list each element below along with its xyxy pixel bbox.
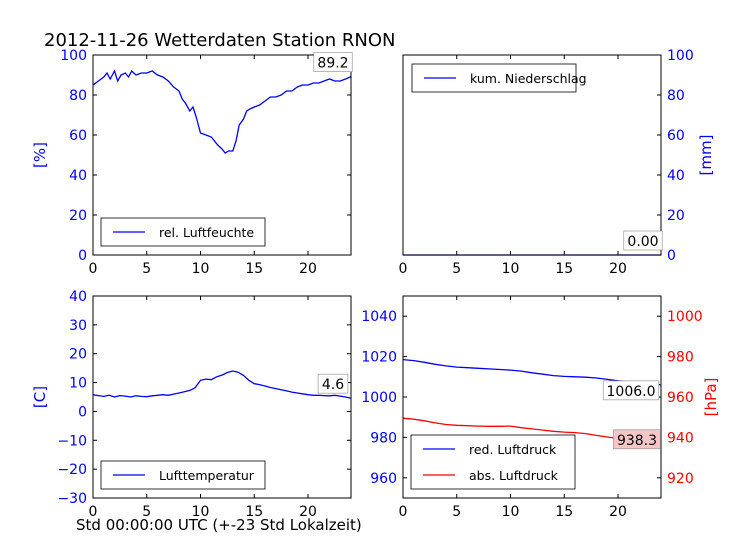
y-tick-label: −30	[57, 491, 87, 507]
y-tick-label: 40	[69, 168, 87, 184]
plot-frame	[92, 295, 352, 499]
value-label: 4.6	[322, 377, 344, 393]
x-tick-label: 0	[89, 261, 98, 277]
x-tick-label: 0	[399, 504, 408, 520]
legend-label: rel. Luftfeuchte	[159, 225, 254, 240]
y-tick-label: 1020	[361, 350, 397, 366]
legend-label: abs. Luftdruck	[469, 468, 559, 483]
y-tick-label: 10	[69, 376, 87, 392]
value-label-box	[623, 230, 663, 251]
y-tick-label: 1040	[361, 309, 397, 325]
x-tick-label: 15	[555, 261, 573, 277]
y-right-tick-label: 1000	[667, 309, 703, 325]
y-right-tick-label: 920	[667, 471, 694, 487]
x-tick-label: 10	[502, 261, 520, 277]
y-tick-label: −20	[57, 462, 87, 478]
value-label-box	[313, 52, 353, 72]
series-line	[92, 69, 352, 154]
y-tick-label: 100	[60, 48, 87, 64]
legend-label: red. Luftdruck	[469, 442, 557, 457]
y-tick-label: 40	[69, 289, 87, 305]
y-tick-label: 80	[69, 88, 87, 104]
value-label: 0.00	[627, 234, 658, 250]
panel-precipitation: 0 5 10 15 20 0 20 40 60 80 100 [mm] kum. Niederschla…	[399, 48, 715, 277]
legend-label: Lufttemperatur	[159, 468, 255, 483]
y-axis-label: [%]	[31, 142, 49, 168]
y-tick-label: 20	[667, 208, 685, 224]
x-tick-label: 10	[192, 261, 210, 277]
y-tick-label: 0	[667, 248, 676, 264]
panel-pressure: 0 5 10 15 20 960 980 1000 1020 1040 920 940 960 980 10…	[361, 295, 720, 520]
x-axis-caption: Std 00:00:00 UTC (+-23 Std Lokalzeit)	[76, 516, 362, 534]
y-tick-label: 60	[69, 128, 87, 144]
plot-frame	[402, 54, 662, 256]
y-tick-label: 20	[69, 208, 87, 224]
series-line	[92, 370, 352, 399]
x-tick-label: 5	[452, 261, 461, 277]
x-tick-label: 10	[192, 504, 210, 520]
x-tick-label: 15	[555, 504, 573, 520]
y-right-axis-label: [hPa]	[702, 378, 720, 417]
x-tick-label: 5	[142, 504, 151, 520]
y-tick-label: 60	[667, 128, 685, 144]
y-tick-label: 0	[78, 248, 87, 264]
y-right-tick-label: 960	[667, 390, 694, 406]
x-tick-label: 20	[299, 261, 317, 277]
y-tick-label: 0	[78, 404, 87, 420]
y-tick-label: 980	[370, 430, 397, 446]
y-tick-label: 80	[667, 88, 685, 104]
value-label-blue: 1006.0	[607, 384, 656, 400]
value-label-box	[317, 373, 349, 394]
y-tick-label: 40	[667, 168, 685, 184]
x-tick-label: 5	[142, 261, 151, 277]
panel-humidity: 0 5 10 15 20 0 20 40 60 80 100 [%] rel. Luftfeuchte 8…	[31, 48, 353, 277]
y-right-tick-label: 980	[667, 350, 694, 366]
panel-temperature: 0 5 10 15 20 −30 −20 −10 0 10 20 30 40 [C] Lufttempera…	[31, 289, 352, 520]
plot-frame	[92, 54, 352, 256]
y-axis-label: [mm]	[697, 135, 715, 176]
x-tick-label: 20	[609, 504, 627, 520]
plot-frame	[402, 295, 662, 499]
y-tick-label: 100	[667, 48, 694, 64]
value-label-blue-box	[602, 380, 660, 401]
value-label-red-box	[613, 429, 661, 450]
value-label: 89.2	[317, 56, 348, 72]
legend-box	[410, 434, 576, 490]
y-tick-label: 20	[69, 347, 87, 363]
x-tick-label: 20	[609, 261, 627, 277]
x-tick-label: 15	[245, 261, 263, 277]
y-tick-label: 1000	[361, 390, 397, 406]
y-tick-label: −10	[57, 433, 87, 449]
x-tick-label: 10	[502, 504, 520, 520]
x-tick-label: 15	[245, 504, 263, 520]
x-tick-label: 20	[299, 504, 317, 520]
x-tick-label: 0	[89, 504, 98, 520]
x-tick-label: 5	[452, 504, 461, 520]
value-label-red: 938.3	[617, 433, 657, 449]
y-right-tick-label: 940	[667, 430, 694, 446]
legend-label: kum. Niederschlag	[470, 71, 587, 86]
y-tick-label: 30	[69, 318, 87, 334]
y-axis-label: [C]	[31, 386, 49, 408]
figure-title: 2012-11-26 Wetterdaten Station RNON	[44, 30, 396, 51]
x-tick-label: 0	[399, 261, 408, 277]
y-tick-label: 960	[370, 471, 397, 487]
